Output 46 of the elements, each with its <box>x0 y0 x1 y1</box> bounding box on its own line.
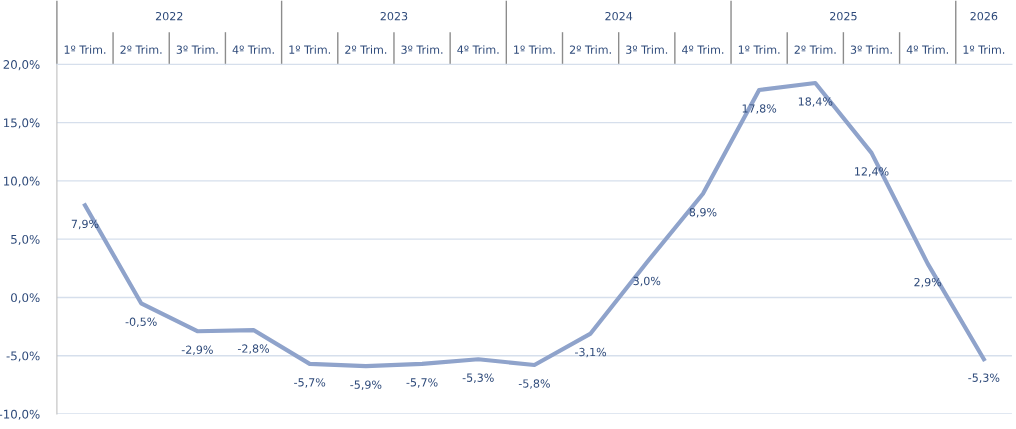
x-tick-label: 2º Trim. <box>569 45 611 54</box>
data-label: -5,9% <box>350 380 382 390</box>
data-label: 8,9% <box>689 207 717 218</box>
x-tick-label: 3º Trim. <box>850 45 892 54</box>
x-tick-label: 1º Trim. <box>963 45 1005 54</box>
x-tick-label: 4º Trim. <box>232 45 274 54</box>
x-tick-label: 3º Trim. <box>401 45 443 54</box>
text: 2024 <box>605 11 633 21</box>
data-label: -2,9% <box>181 345 213 356</box>
x-tick-label: 1º Trim. <box>64 45 106 54</box>
data-label: 2,9% <box>914 277 942 288</box>
y-tick-label: 10,0% <box>4 176 40 187</box>
x-tick-label: 1º Trim. <box>514 45 555 54</box>
text: 2023 <box>380 11 408 21</box>
y-tick-label: -5,0% <box>6 351 40 362</box>
data-label: -5,7% <box>294 378 326 388</box>
y-tick-label: 0,0% <box>11 293 40 304</box>
data-label: 18,4% <box>798 97 833 107</box>
x-tick-label: 2º Trim. <box>120 45 162 54</box>
y-tick-label: -10,0% <box>0 409 40 420</box>
x-tick-label: 2º Trim. <box>345 45 387 54</box>
data-label: 17,8% <box>742 104 777 114</box>
text: 2026 <box>970 11 998 21</box>
x-tick-label: 1º Trim. <box>289 45 330 54</box>
x-tick-label: 4º Trim. <box>457 45 499 54</box>
x-tick-label: 4º Trim. <box>682 45 724 54</box>
data-label: -5,8% <box>518 379 550 389</box>
data-label: -2,8% <box>237 344 270 354</box>
data-label: -5,7% <box>406 378 438 388</box>
y-tick-label: 15,0% <box>4 118 40 129</box>
x-tick-label: 1º Trim. <box>738 45 780 54</box>
x-tick-label: 2º Trim. <box>794 45 836 54</box>
text: 2022 <box>155 11 183 21</box>
data-label: -3,1% <box>575 347 607 358</box>
x-tick-label: 4º Trim. <box>906 45 948 54</box>
data-label: 3,0% <box>633 276 661 287</box>
data-label: 7,9% <box>71 219 99 230</box>
y-tick-label: 5,0% <box>11 234 40 246</box>
data-label: -0,5% <box>125 317 157 328</box>
data-label: -5,3% <box>968 373 1000 384</box>
x-tick-label: 3º Trim. <box>626 45 668 54</box>
text: 2025 <box>830 11 857 21</box>
x-tick-label: 3º Trim. <box>176 45 218 54</box>
data-label: 12,4% <box>855 167 889 177</box>
data-label: -5,3% <box>462 373 494 384</box>
y-tick-label: 20,0% <box>3 60 40 71</box>
